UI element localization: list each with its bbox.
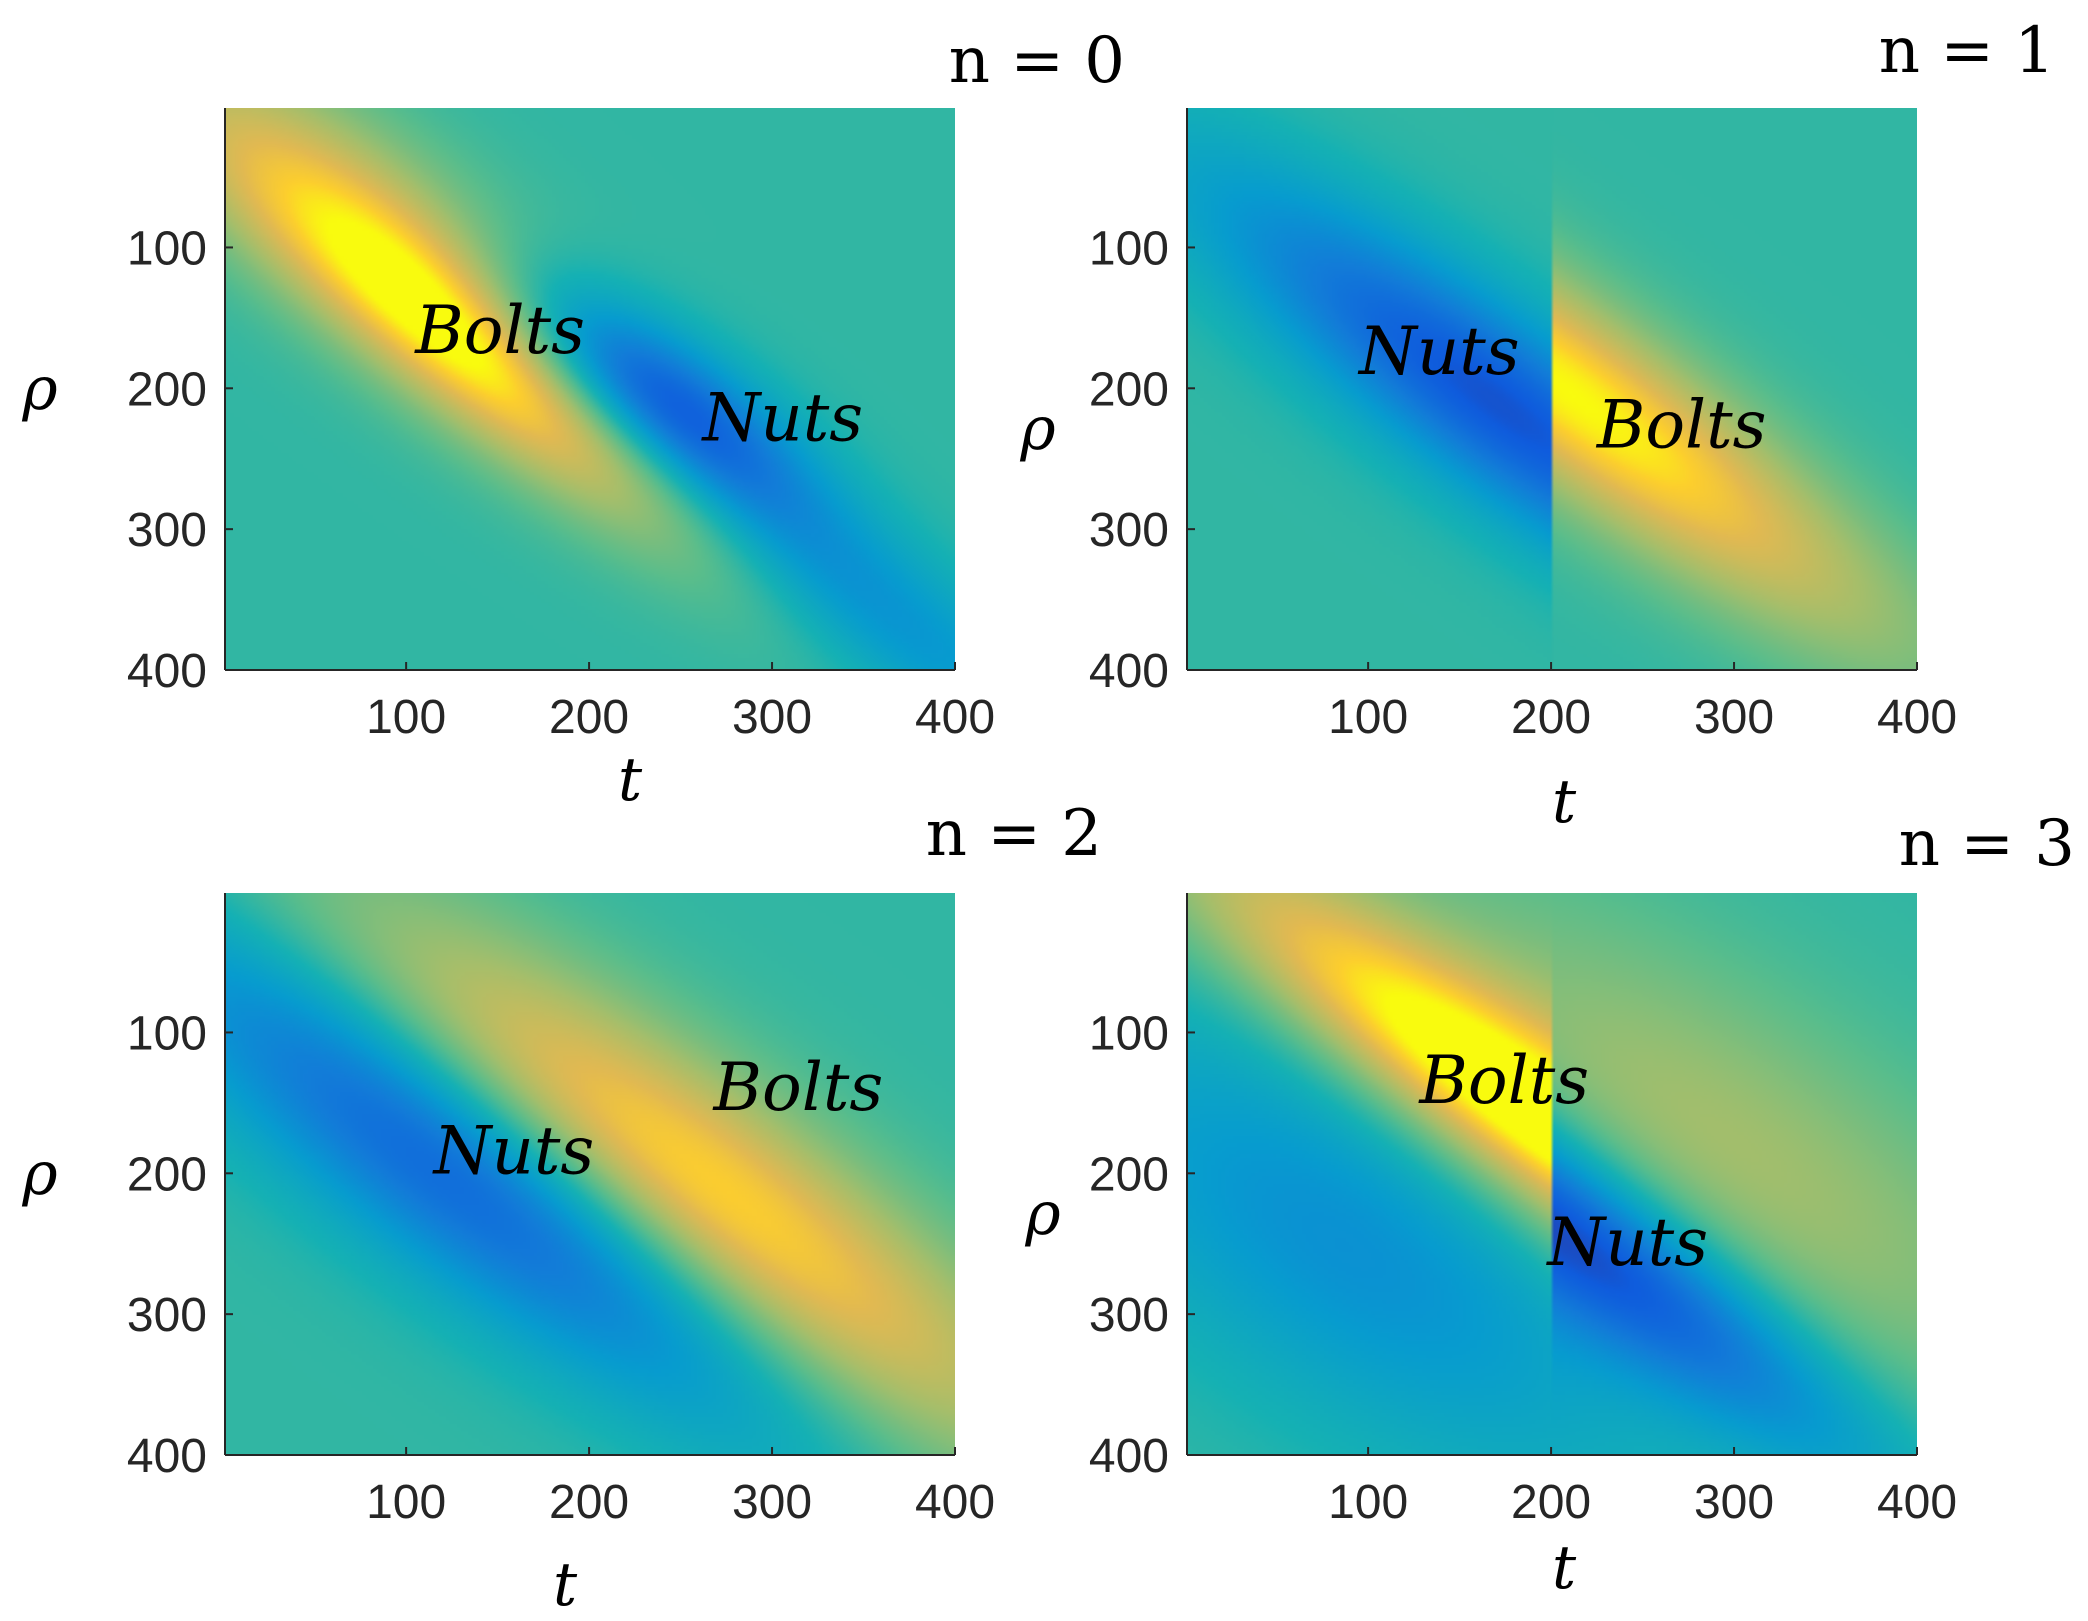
y-tick-label: 200 xyxy=(1089,363,1169,416)
heatmap-image xyxy=(225,893,955,1455)
y-tick-label: 300 xyxy=(127,504,207,557)
x-tick-label: 100 xyxy=(366,1476,446,1529)
x-tick-label: 100 xyxy=(366,691,446,744)
panel-3: 100 200 300 400 100 200 300 400 n = 3 t ρ Bolts Nuts xyxy=(1024,807,2075,1603)
y-tick-label: 400 xyxy=(127,645,207,698)
panel-2: 100 200 300 400 100 200 300 400 n = 2 t ρ Nuts Bolts xyxy=(21,797,1102,1620)
annotation-bolts: Bolts xyxy=(414,292,585,369)
y-tick-label: 300 xyxy=(127,1289,207,1342)
y-axis-label: ρ xyxy=(1019,394,1055,464)
y-tick-label: 100 xyxy=(127,222,207,275)
heatmap-image xyxy=(1187,108,1917,670)
y-tick-label: 100 xyxy=(1089,1007,1169,1060)
panel-title: n = 1 xyxy=(1879,14,2055,88)
y-tick-label: 400 xyxy=(1089,1430,1169,1483)
y-tick-label: 400 xyxy=(1089,645,1169,698)
x-axis-label: t xyxy=(1552,1533,1577,1603)
y-tick-label: 300 xyxy=(1089,504,1169,557)
panel-title: n = 0 xyxy=(949,24,1125,98)
x-tick-label: 300 xyxy=(1694,1476,1774,1529)
y-axis-label: ρ xyxy=(21,354,57,424)
panel-title: n = 2 xyxy=(926,797,1102,871)
annotation-nuts: Nuts xyxy=(432,1112,595,1189)
heatmap-image xyxy=(1187,893,1917,1455)
annotation-nuts: Nuts xyxy=(1545,1204,1708,1281)
y-tick-label: 300 xyxy=(1089,1289,1169,1342)
x-tick-label: 200 xyxy=(549,1476,629,1529)
panel-0: 100 200 300 400 100 200 300 400 n = 0 t ρ Bolts Nuts xyxy=(21,24,1125,815)
y-tick-label: 400 xyxy=(127,1430,207,1483)
x-tick-label: 400 xyxy=(915,1476,995,1529)
y-tick-label: 100 xyxy=(127,1007,207,1060)
x-axis-label: t xyxy=(618,745,643,815)
x-tick-label: 100 xyxy=(1328,1476,1408,1529)
y-tick-label: 200 xyxy=(1089,1148,1169,1201)
y-tick-label: 100 xyxy=(1089,222,1169,275)
heatmap-image xyxy=(225,108,955,670)
annotation-bolts: Bolts xyxy=(712,1049,883,1126)
panel-1: 100 200 300 400 100 200 300 400 n = 1 t ρ Nuts Bolts xyxy=(1019,14,2055,837)
panel-title: n = 3 xyxy=(1899,807,2075,881)
x-tick-label: 400 xyxy=(1877,691,1957,744)
x-axis-label: t xyxy=(553,1550,578,1620)
x-tick-label: 300 xyxy=(732,691,812,744)
y-tick-label: 200 xyxy=(127,363,207,416)
x-tick-label: 400 xyxy=(915,691,995,744)
x-tick-label: 300 xyxy=(732,1476,812,1529)
y-axis-label: ρ xyxy=(21,1139,57,1209)
y-axis-label: ρ xyxy=(1024,1179,1060,1249)
x-tick-label: 100 xyxy=(1328,691,1408,744)
y-tick-label: 200 xyxy=(127,1148,207,1201)
annotation-nuts: Nuts xyxy=(1357,313,1520,390)
x-tick-label: 200 xyxy=(1511,1476,1591,1529)
annotation-bolts: Bolts xyxy=(1418,1042,1589,1119)
annotation-bolts: Bolts xyxy=(1596,386,1767,463)
x-tick-label: 200 xyxy=(549,691,629,744)
annotation-nuts: Nuts xyxy=(701,379,864,456)
x-tick-label: 200 xyxy=(1511,691,1591,744)
x-axis-label: t xyxy=(1552,767,1577,837)
x-tick-label: 400 xyxy=(1877,1476,1957,1529)
x-tick-label: 300 xyxy=(1694,691,1774,744)
